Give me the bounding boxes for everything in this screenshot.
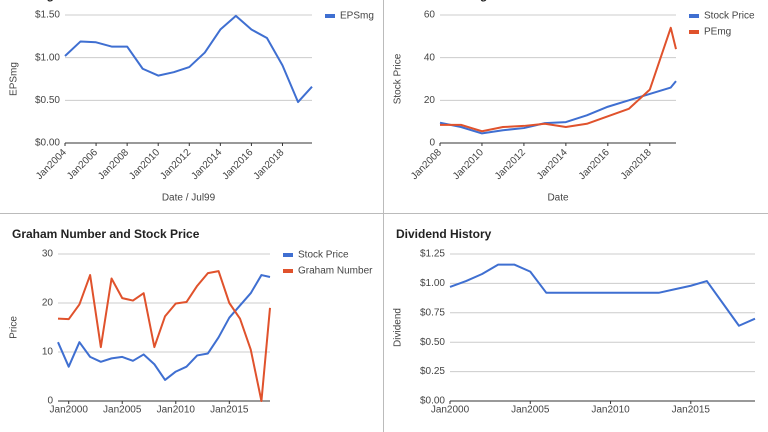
x-tick-label: Jan2005 bbox=[103, 405, 142, 416]
series-line bbox=[57, 274, 271, 381]
legend-label: Stock Price bbox=[298, 250, 349, 261]
chart-title: Graham Number and Stock Price bbox=[12, 227, 200, 241]
chart-title: EPSmg bbox=[12, 0, 54, 2]
series-line bbox=[439, 80, 677, 135]
y-axis-label: Price bbox=[9, 316, 20, 339]
x-tick-label: Jan2018 bbox=[619, 147, 654, 182]
series-line bbox=[449, 263, 756, 327]
x-tick-label: Jan2015 bbox=[210, 405, 249, 416]
x-tick-label: Jan2005 bbox=[511, 405, 550, 416]
y-axis-label: EPSmg bbox=[9, 62, 20, 96]
chart-panel: EPSmg$0.00$0.50$1.00$1.50Jan2004Jan2006J… bbox=[9, 0, 374, 204]
legend-swatch bbox=[325, 14, 335, 18]
y-axis-label: Dividend bbox=[393, 308, 404, 347]
y-tick-label: $0.50 bbox=[35, 95, 60, 106]
x-tick-label: Jan2010 bbox=[451, 147, 486, 182]
x-tick-label: Jan2015 bbox=[672, 405, 711, 416]
y-axis-label: Stock Price bbox=[393, 53, 404, 104]
legend-label: PEmg bbox=[704, 27, 731, 38]
y-tick-label: 30 bbox=[42, 249, 54, 260]
y-tick-label: 60 bbox=[424, 10, 436, 21]
y-tick-label: $1.25 bbox=[420, 249, 445, 260]
x-tick-label: Jan2008 bbox=[96, 147, 131, 182]
chart-title: Dividend History bbox=[396, 227, 492, 241]
y-tick-label: $1.00 bbox=[35, 52, 60, 63]
y-tick-label: $1.00 bbox=[420, 278, 445, 289]
chart-panel: Price and PEmg0204060Jan2008Jan2010Jan20… bbox=[393, 0, 755, 204]
series-line bbox=[64, 14, 313, 104]
y-tick-label: $1.50 bbox=[35, 10, 60, 21]
legend-swatch bbox=[689, 14, 699, 18]
x-tick-label: Jan2012 bbox=[493, 147, 528, 182]
chart-panel: Graham Number and Stock Price 0 10 20 30 Jan2… bbox=[9, 227, 373, 416]
x-tick-label: Jan2012 bbox=[158, 147, 193, 182]
x-axis-label: Date bbox=[547, 193, 569, 204]
x-tick-label: Jan2004 bbox=[34, 147, 69, 182]
series-line bbox=[57, 270, 271, 402]
chart-title: Price and PEmg bbox=[396, 0, 487, 2]
divider bbox=[0, 213, 768, 214]
x-tick-label: Jan2010 bbox=[127, 147, 162, 182]
x-tick-label: Jan2016 bbox=[220, 147, 255, 182]
y-tick-label: 20 bbox=[424, 95, 436, 106]
y-tick-label: 20 bbox=[42, 298, 54, 309]
x-tick-label: Jan2006 bbox=[65, 147, 100, 182]
legend-label: Stock Price bbox=[704, 11, 755, 22]
y-tick-label: 0 bbox=[47, 396, 53, 407]
y-tick-label: $0.25 bbox=[420, 366, 445, 377]
chart-panel: Dividend History $0.00 $0.25 $0.50 $0.75 $1.0… bbox=[393, 227, 756, 416]
legend-label: Graham Number bbox=[298, 266, 373, 277]
y-tick-label: $0.75 bbox=[420, 307, 445, 318]
x-tick-label: Jan2008 bbox=[409, 147, 444, 182]
x-tick-label: Jan2014 bbox=[535, 147, 570, 182]
legend-swatch bbox=[283, 253, 293, 257]
legend-swatch bbox=[689, 30, 699, 34]
series-line bbox=[440, 26, 677, 133]
y-tick-label: $0.50 bbox=[420, 337, 445, 348]
x-tick-label: Jan2016 bbox=[577, 147, 612, 182]
divider bbox=[383, 0, 384, 432]
x-tick-label: Jan2000 bbox=[50, 405, 89, 416]
y-tick-label: $0.00 bbox=[35, 138, 60, 149]
x-tick-label: Jan2018 bbox=[252, 147, 287, 182]
x-axis-label: Date / Jul99 bbox=[162, 193, 216, 204]
y-tick-label: 40 bbox=[424, 52, 436, 63]
y-tick-label: $0.00 bbox=[420, 396, 445, 407]
y-tick-label: 0 bbox=[429, 138, 435, 149]
legend-swatch bbox=[283, 269, 293, 273]
x-tick-label: Jan2010 bbox=[157, 405, 196, 416]
x-tick-label: Jan2000 bbox=[431, 405, 470, 416]
legend-label: EPSmg bbox=[340, 11, 374, 22]
x-tick-label: Jan2014 bbox=[189, 147, 224, 182]
y-tick-label: 10 bbox=[42, 347, 54, 358]
x-tick-label: Jan2010 bbox=[591, 405, 630, 416]
